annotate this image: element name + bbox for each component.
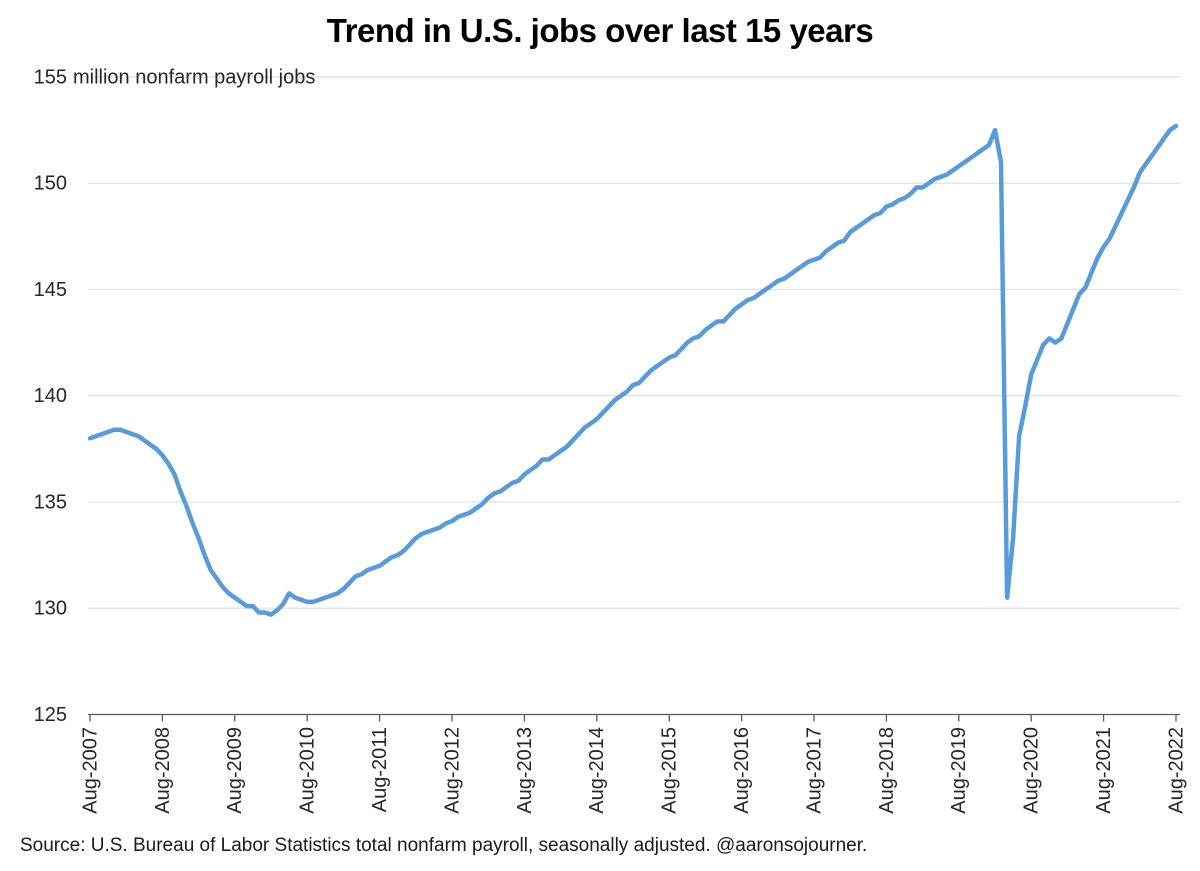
x-axis-tick-label: Aug-2010	[297, 727, 319, 814]
y-axis-tick-label: 135	[34, 491, 67, 513]
y-axis-annotation: million nonfarm payroll jobs	[73, 66, 315, 88]
x-axis-tick-label: Aug-2018	[876, 727, 898, 814]
x-axis-tick-label: Aug-2015	[659, 727, 681, 814]
y-axis-tick-label: 140	[34, 385, 67, 407]
x-axis-tick-label: Aug-2020	[1021, 727, 1043, 814]
x-axis-tick-label: Aug-2009	[224, 727, 246, 814]
y-axis-tick-label: 150	[34, 173, 67, 195]
x-axis-tick-label: Aug-2012	[441, 727, 463, 814]
gridlines	[88, 76, 1180, 609]
x-axis-labels: Aug-2007 Aug-2008 Aug-2009 Aug-2010 Aug-2011…	[79, 727, 1187, 814]
y-axis-tick-label: 125	[34, 704, 67, 726]
x-axis	[88, 713, 1180, 722]
y-axis-tick-label: 130	[34, 598, 67, 620]
jobs-line-series	[87, 123, 1179, 617]
x-axis-tick-label: Aug-2022	[1165, 727, 1187, 814]
y-axis-tick-label: 145	[34, 279, 67, 301]
x-axis-tick-label: Aug-2021	[1093, 727, 1115, 814]
x-axis-tick-label: Aug-2007	[79, 727, 101, 814]
x-axis-tick-label: Aug-2014	[586, 727, 608, 814]
y-axis-tick-label: 155	[34, 66, 67, 88]
x-axis-tick-label: Aug-2017	[803, 727, 825, 814]
y-axis-labels: 155 150 145 140 135 130 125	[34, 66, 67, 726]
x-axis-tick-label: Aug-2013	[514, 727, 536, 814]
source-caption: Source: U.S. Bureau of Labor Statistics …	[20, 835, 868, 856]
x-axis-tick-label: Aug-2011	[369, 727, 391, 812]
x-axis-tick-label: Aug-2019	[948, 727, 970, 814]
chart-title: Trend in U.S. jobs over last 15 years	[326, 12, 874, 49]
x-axis-tick-label: Aug-2016	[731, 727, 753, 814]
x-axis-tick-label: Aug-2008	[152, 727, 174, 814]
